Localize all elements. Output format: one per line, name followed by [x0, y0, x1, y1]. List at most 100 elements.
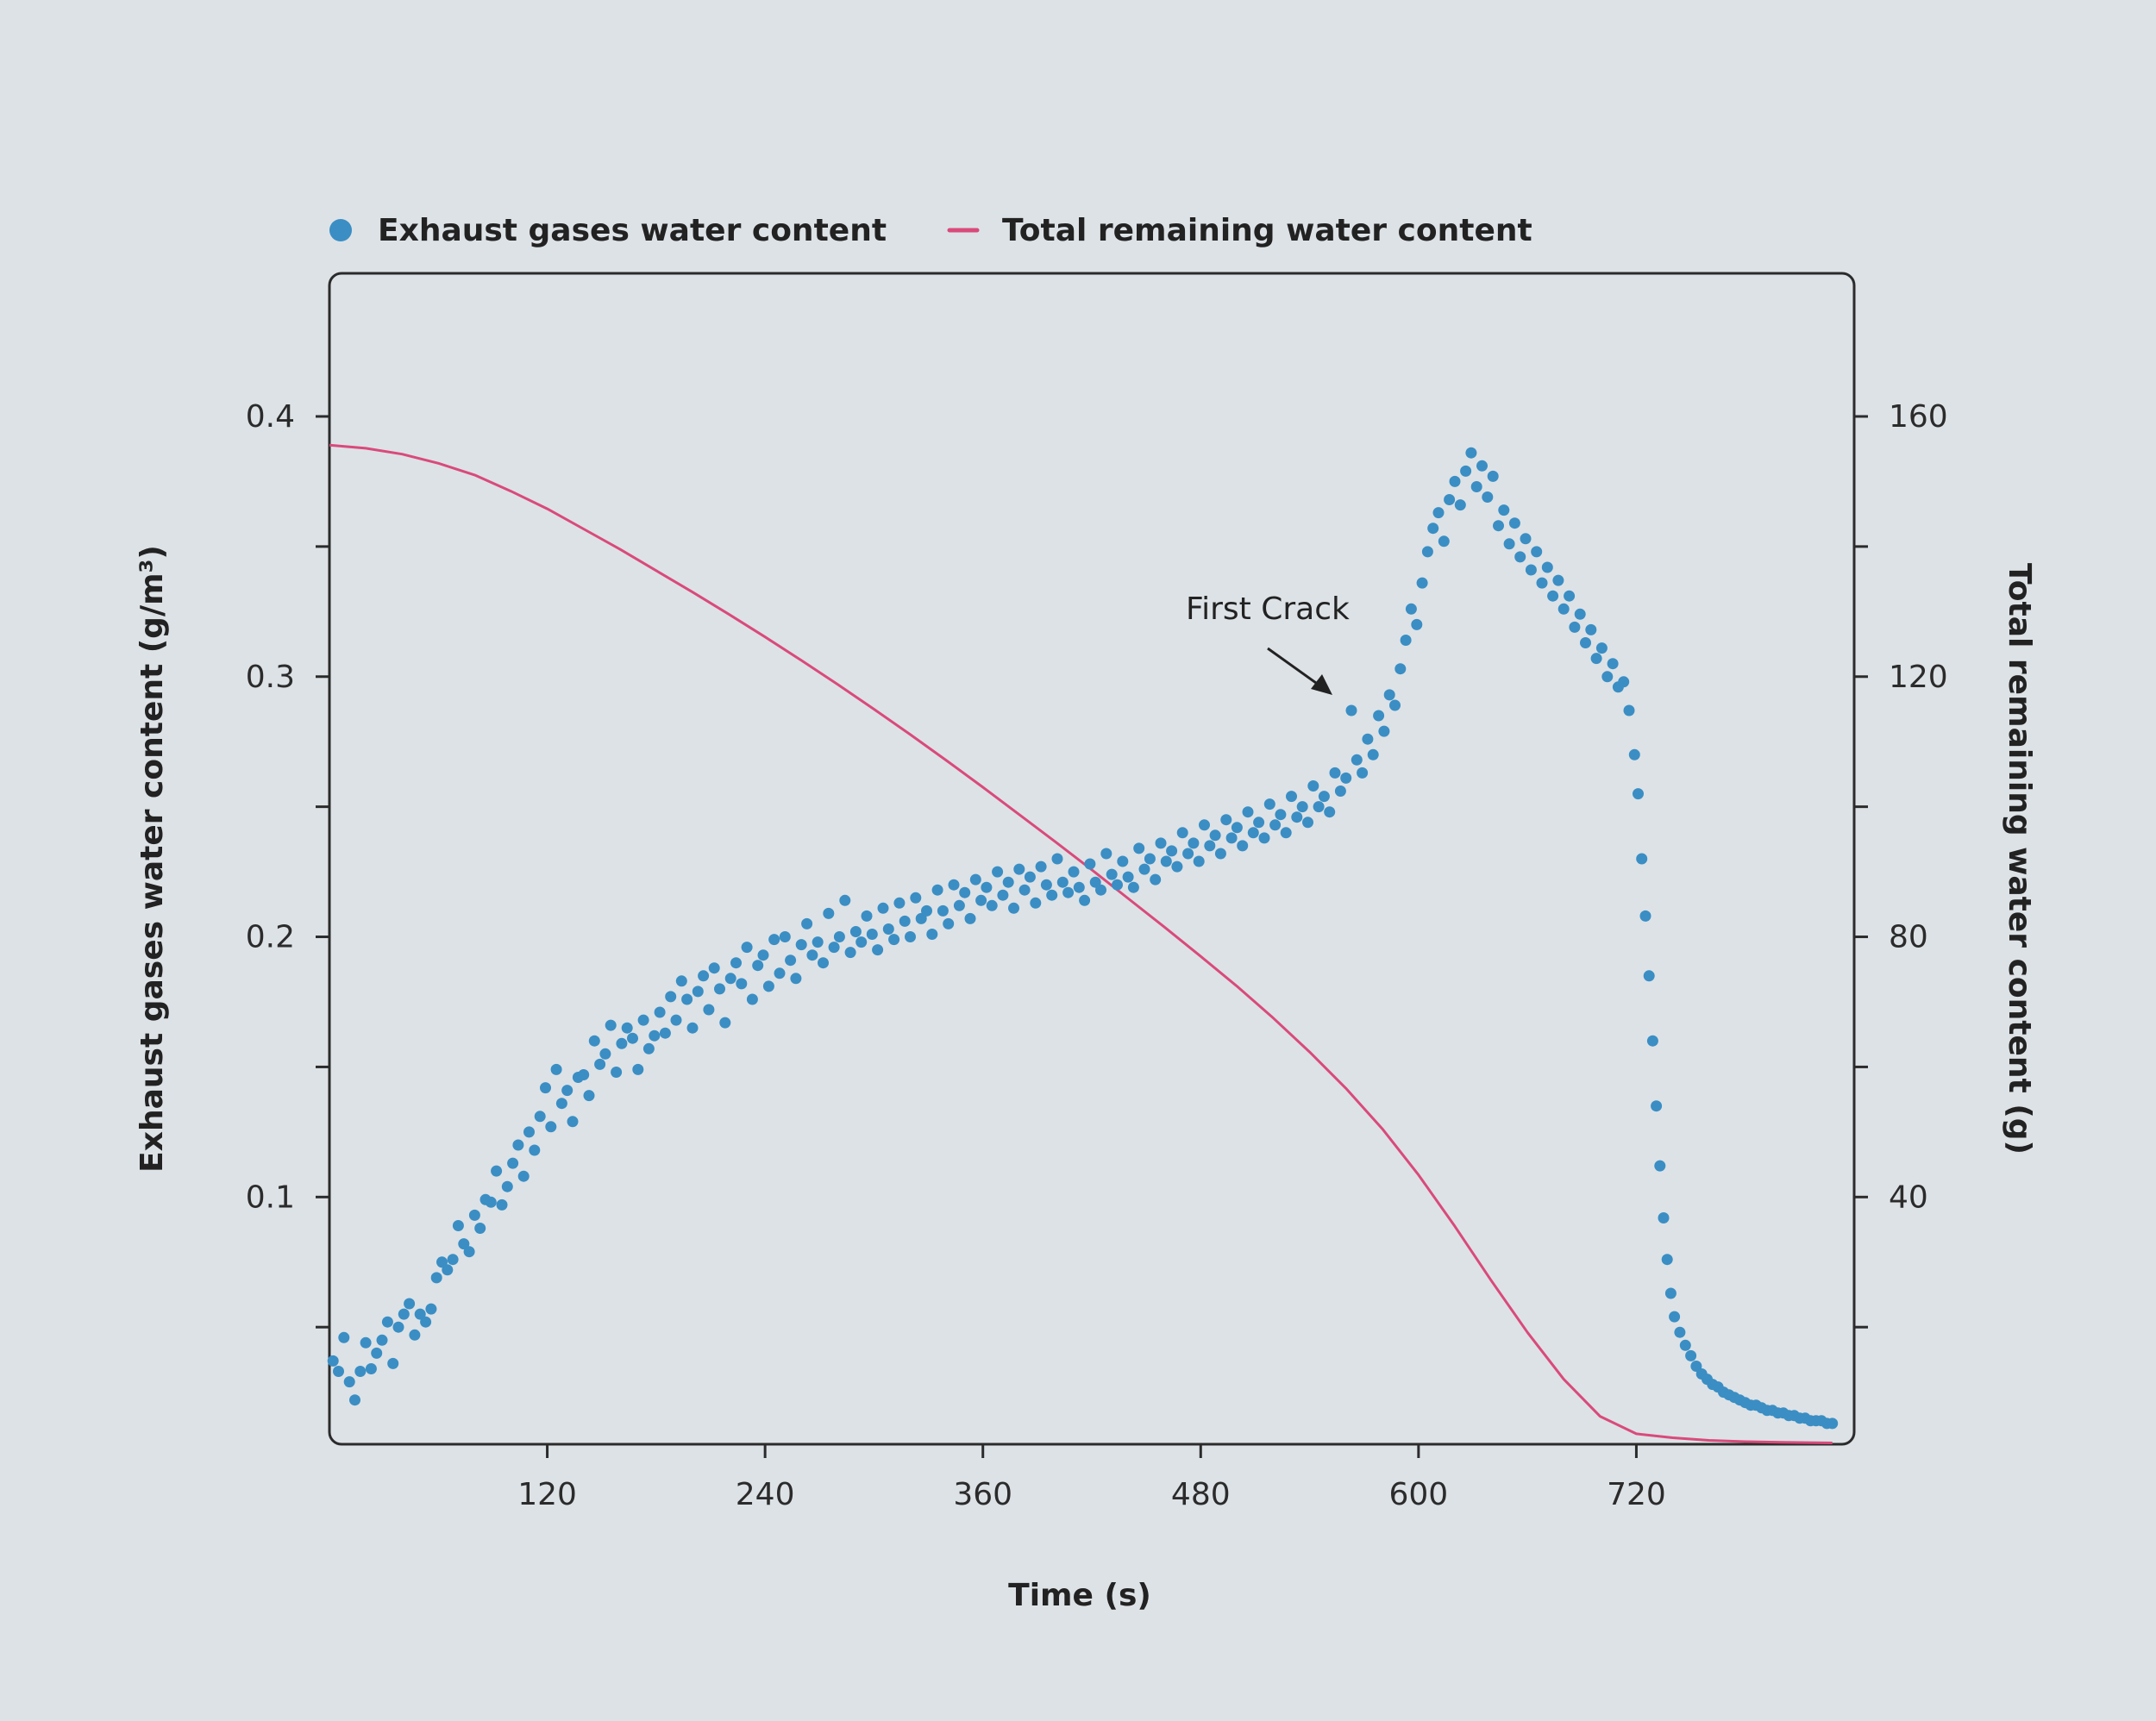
exhaust-point [398, 1308, 410, 1320]
exhaust-point [507, 1157, 519, 1169]
exhaust-point [621, 1022, 633, 1034]
exhaust-point [1204, 840, 1216, 852]
exhaust-point [523, 1126, 535, 1138]
exhaust-point [1357, 767, 1369, 779]
exhaust-point [670, 1014, 682, 1026]
exhaust-point [1269, 819, 1282, 831]
exhaust-point [404, 1298, 416, 1310]
y-tick-label: 0.2 [246, 920, 295, 955]
exhaust-point [959, 886, 971, 898]
exhaust-point [1112, 879, 1123, 891]
exhaust-point [1628, 748, 1640, 760]
exhaust-point [425, 1303, 437, 1315]
exhaust-point [801, 917, 813, 929]
exhaust-point [1095, 884, 1106, 896]
exhaust-point [1253, 817, 1265, 829]
exhaust-point [1176, 827, 1188, 839]
exhaust-point [534, 1111, 546, 1123]
exhaust-point [333, 1366, 344, 1377]
exhaust-point [714, 983, 725, 995]
exhaust-point [931, 884, 943, 896]
exhaust-point [730, 957, 742, 969]
legend: Exhaust gases water content Total remain… [329, 213, 1532, 248]
exhaust-point [828, 942, 840, 954]
exhaust-point [1068, 866, 1080, 878]
remaining-water-line [329, 443, 1833, 1444]
exhaust-point [926, 929, 938, 940]
exhaust-point [795, 939, 807, 951]
exhaust-point [899, 915, 911, 927]
exhaust-point [338, 1331, 350, 1343]
exhaust-point [779, 931, 791, 942]
exhaust-point [992, 866, 1004, 878]
exhaust-point [1685, 1349, 1697, 1361]
exhaust-point [752, 960, 764, 972]
exhaust-point [1018, 884, 1031, 896]
exhaust-point [1188, 837, 1200, 849]
exhaust-point [474, 1223, 486, 1234]
exhaust-point [501, 1180, 513, 1192]
exhaust-point [1351, 754, 1363, 766]
exhaust-point [517, 1170, 530, 1182]
exhaust-point [392, 1321, 404, 1333]
exhaust-point [1225, 832, 1238, 844]
y2-tick-label: 160 [1889, 399, 1948, 435]
x-axis-title: Time (s) [1008, 1578, 1151, 1613]
exhaust-point [1193, 855, 1205, 867]
exhaust-point [442, 1264, 454, 1276]
exhaust-point [861, 910, 873, 922]
exhaust-point [491, 1165, 503, 1177]
exhaust-point [616, 1037, 628, 1049]
exhaust-point [844, 947, 856, 959]
exhaust-point [762, 980, 774, 992]
exhaust-point [943, 917, 955, 929]
exhaust-point [649, 1029, 661, 1042]
exhaust-point [1340, 772, 1352, 784]
exhaust-point [1395, 663, 1407, 675]
exhaust-point [1324, 806, 1336, 818]
exhaust-point [1122, 871, 1134, 883]
exhaust-point [1618, 676, 1630, 688]
exhaust-point [1345, 704, 1357, 717]
exhaust-point [882, 923, 894, 935]
exhaust-point [1557, 603, 1570, 615]
exhaust-point [1144, 853, 1156, 865]
exhaust-point [708, 962, 720, 974]
exhaust-point [686, 1022, 699, 1034]
exhaust-point [1639, 910, 1651, 922]
exhaust-point [1416, 577, 1428, 589]
exhaust-point [997, 889, 1009, 901]
exhaust-point [1373, 710, 1385, 722]
exhaust-point [561, 1085, 573, 1097]
exhaust-point [757, 949, 769, 961]
exhaust-point [1623, 704, 1635, 717]
exhaust-point [1690, 1361, 1702, 1372]
exhaust-point [1220, 814, 1232, 826]
exhaust-point [893, 897, 906, 909]
exhaust-point [888, 934, 900, 946]
exhaust-point [1209, 829, 1221, 842]
exhaust-point [812, 936, 824, 948]
exhaust-point [327, 1355, 339, 1367]
exhaust-point [1013, 863, 1025, 875]
exhaust-point [1400, 635, 1412, 646]
exhaust-point [343, 1376, 355, 1388]
exhaust-point [681, 993, 693, 1005]
exhaust-point [1470, 481, 1482, 492]
exhaust-point [458, 1238, 470, 1250]
exhaust-point [1601, 671, 1614, 683]
exhaust-point [496, 1198, 508, 1211]
exhaust-point [877, 902, 889, 914]
exhaust-point [611, 1067, 623, 1078]
exhaust-point [921, 904, 932, 917]
legend-dot-marker-icon [329, 219, 352, 241]
exhaust-point [937, 904, 949, 917]
exhaust-point [981, 881, 993, 893]
exhaust-point [1030, 897, 1042, 909]
exhaust-point [964, 912, 976, 924]
exhaust-point [1383, 689, 1395, 701]
exhaust-point [1531, 546, 1543, 558]
exhaust-point [703, 1004, 715, 1016]
exhaust-point [1084, 858, 1096, 870]
